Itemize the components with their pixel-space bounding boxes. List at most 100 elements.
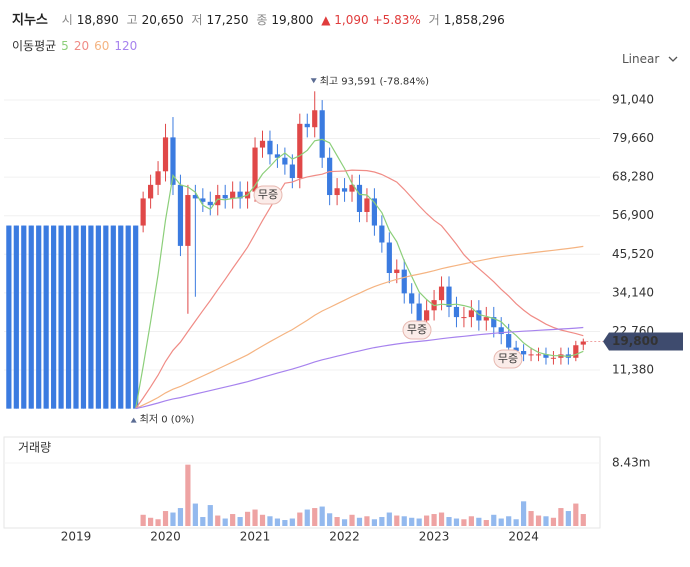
volume-bar [468, 516, 474, 526]
volume-bar [513, 519, 519, 526]
candle-body [185, 195, 191, 246]
x-tick-label: 2023 [419, 530, 450, 544]
ma-title: 이동평균 [12, 39, 57, 53]
volume-bar [498, 518, 504, 526]
volume-bar [453, 518, 460, 526]
y-tick-label: 34,140 [612, 285, 654, 299]
candle-body [170, 137, 176, 185]
volume-bar [506, 516, 512, 526]
candle-body [95, 225, 101, 409]
candle-body [297, 123, 303, 179]
volume-bar [431, 514, 437, 526]
volume-bar [177, 508, 184, 526]
volume-bar [394, 515, 400, 526]
scale-toggle[interactable]: Linear [622, 52, 678, 66]
quote-label: 고 [126, 13, 138, 27]
candle-body [550, 357, 557, 359]
candle-body [200, 198, 206, 202]
volume-bar [371, 519, 377, 526]
quote-value: 20,650 [141, 13, 184, 27]
note-text: 무증 [258, 188, 278, 201]
candle-body [252, 147, 258, 192]
price-change: ▲ 1,090 [321, 13, 369, 27]
candle-body [394, 269, 400, 274]
volume-bar [267, 516, 273, 526]
candle-body [103, 225, 109, 409]
candle-body [461, 317, 467, 319]
candle-body [162, 137, 169, 172]
volume-bar [282, 520, 288, 526]
candle-body [565, 354, 571, 358]
candle-body [177, 184, 184, 246]
candle-body [558, 354, 564, 358]
quote-value: 17,250 [206, 13, 249, 27]
note-badge [253, 185, 283, 205]
x-tick-label: 2021 [240, 530, 271, 544]
volume-bar [424, 515, 430, 526]
ma-legend-entry: 5 [61, 39, 69, 53]
candle-body [312, 110, 318, 128]
y-tick-label: 11,380 [612, 363, 654, 377]
quote-header: 지누스 시 18,890 고 20,650 저 17,250 종 19,800 ▲ 1,… [12, 9, 509, 28]
candle-body [573, 345, 579, 358]
candle-body [237, 191, 243, 199]
x-tick-label: 2020 [150, 530, 181, 544]
candle-body [259, 140, 266, 148]
volume-bar [401, 516, 407, 526]
volume-bar [200, 517, 206, 526]
y-tick-label: 56,900 [612, 208, 654, 222]
candle-body [28, 225, 34, 409]
volume-bar [364, 516, 370, 526]
volume-bar [446, 517, 452, 526]
volume-bar [148, 517, 154, 526]
last-price-label: 19,800 [612, 334, 658, 348]
candle-body [424, 310, 430, 321]
volume-bar [550, 517, 557, 526]
note-badge [402, 320, 432, 340]
candle-body [431, 300, 437, 311]
candle-body [334, 188, 340, 196]
volume-bar [386, 512, 392, 526]
volume-bar [483, 520, 489, 526]
candle-body [304, 123, 310, 128]
candle-body [88, 225, 94, 409]
volume-bar [461, 519, 467, 526]
candle-body [21, 225, 27, 409]
volume-bar [274, 518, 281, 526]
volume-bar [259, 514, 266, 526]
candle-body [289, 164, 295, 179]
x-tick-label: 2019 [61, 530, 92, 544]
candle-body [371, 198, 377, 226]
candle-body [356, 184, 363, 212]
volume-pane [3, 436, 601, 529]
volume-bar [558, 508, 564, 526]
stock-name: 지누스 [12, 13, 48, 28]
volume-bar [409, 517, 415, 526]
candle-body [215, 195, 221, 206]
ma-legend: 이동평균 5 20 60 120 [12, 37, 142, 54]
ma-line [135, 326, 584, 410]
candle-body [468, 310, 474, 318]
volume-bar [297, 512, 303, 526]
candle-body [192, 195, 198, 199]
candle-body [58, 225, 64, 409]
ma-line [135, 245, 584, 410]
candle-body [244, 191, 251, 199]
last-price-tag [603, 332, 683, 351]
chevron [668, 56, 678, 62]
ma-legend-entry: 20 [73, 39, 90, 53]
volume-bar [140, 514, 146, 526]
candle-body [483, 317, 489, 321]
note-text: 무증 [407, 323, 427, 336]
candle-body [379, 225, 385, 243]
volume-bar [543, 516, 549, 526]
candle-body [73, 225, 79, 409]
candle-body [506, 334, 512, 348]
volume-bar [230, 514, 236, 526]
quote-label: 저 [191, 13, 203, 27]
volume-bar [327, 513, 333, 526]
volume-bar [207, 505, 213, 526]
candle-body [274, 154, 281, 158]
volume-bar [192, 503, 198, 526]
